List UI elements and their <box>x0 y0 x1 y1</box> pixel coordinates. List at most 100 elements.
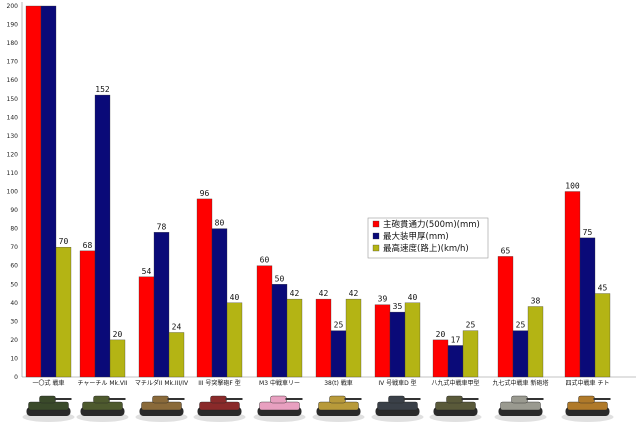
bar-value-label: 25 <box>516 321 526 330</box>
bar-series-1 <box>315 298 332 378</box>
bar-value-label: 42 <box>319 289 329 298</box>
tank-hull <box>500 401 541 411</box>
legend: 主砲貫通力(500m)(mm)最大装甲厚(mm)最高速度(路上)(km/h) <box>367 217 489 259</box>
bar-value-label: 25 <box>466 321 476 330</box>
bar-series-2 <box>271 284 288 378</box>
y-tick-label: 100 <box>7 189 19 196</box>
bar-series-3 <box>345 298 362 378</box>
bar-value-label: 152 <box>95 85 110 94</box>
tank-image <box>561 395 614 422</box>
tank-turret <box>152 395 169 404</box>
bar-series-1 <box>432 339 449 378</box>
bar-series-1 <box>138 276 155 378</box>
y-tick-label: 180 <box>7 40 19 47</box>
bar-series-1 <box>256 265 273 378</box>
bar-series-1 <box>374 304 391 378</box>
tank-image <box>76 395 129 422</box>
bar-value-label: 20 <box>113 330 123 339</box>
bar-series-3 <box>109 339 126 378</box>
bar-value-label: 40 <box>408 293 418 302</box>
legend-box <box>367 217 489 259</box>
category-label: III 号突撃砲F 型 <box>198 379 241 387</box>
tank-image <box>253 395 306 422</box>
category-label: IV 号戦車D 型 <box>378 379 416 387</box>
tank-image <box>22 395 75 422</box>
y-tick-label: 0 <box>14 374 18 381</box>
bar-series-3 <box>527 306 544 378</box>
bar-series-2 <box>94 94 111 378</box>
category-label: チャーチル Mk.VII <box>77 380 127 387</box>
bars <box>25 5 611 378</box>
bar-value-label: 80 <box>215 219 225 228</box>
category-label: 八九式中戦車甲型 <box>431 379 479 387</box>
y-tick-label: 200 <box>7 3 19 10</box>
bar-value-label: 75 <box>583 228 593 237</box>
legend-entry: 最高速度(路上)(km/h) <box>383 243 469 254</box>
tank-gun <box>344 398 362 400</box>
bar-series-2 <box>579 237 596 378</box>
category-label: 38(t) 戦車 <box>324 379 353 387</box>
bar-value-label: 68 <box>83 241 93 250</box>
bar-series-3 <box>462 330 479 378</box>
y-tick-label: 170 <box>7 59 19 66</box>
tank-turret <box>511 395 528 404</box>
bar-series-1 <box>25 5 42 378</box>
tank-gun <box>225 398 243 400</box>
tank-turret <box>446 395 463 404</box>
y-tick-label: 30 <box>10 318 18 325</box>
bar-value-label: 70 <box>59 237 69 246</box>
y-tick-label: 110 <box>7 170 19 177</box>
category-label: 四式中戦車 チト <box>566 379 610 387</box>
y-tick-label: 150 <box>7 96 19 103</box>
bar-series-1 <box>79 250 96 378</box>
tank-turret <box>388 395 405 404</box>
tank-hull <box>28 401 69 411</box>
y-tick-label: 120 <box>7 151 19 158</box>
bar-series-3 <box>55 246 72 378</box>
tank-gun <box>526 398 544 400</box>
bar-value-label: 60 <box>260 256 270 265</box>
tank-gun <box>108 398 126 400</box>
tank-image <box>494 395 547 422</box>
tank-turret <box>39 395 56 404</box>
legend-swatch <box>372 232 380 240</box>
bar-value-label: 96 <box>200 189 210 198</box>
category-label: マチルダII Mk.III/IV <box>135 379 189 387</box>
bar-series-3 <box>594 293 611 378</box>
y-tick-label: 80 <box>10 226 18 233</box>
y-tick-label: 40 <box>10 300 18 307</box>
bar-series-2 <box>211 228 228 378</box>
tank-hull <box>141 401 182 411</box>
tank-hull <box>318 401 359 411</box>
bar-value-label: 45 <box>598 284 608 293</box>
bar-series-2 <box>40 5 57 378</box>
value-labels: 70 68 152 20 54 78 24 96 80 40 60 50 42 42 25 42 39 35 40 2… <box>59 85 608 344</box>
tank-gun <box>593 398 611 400</box>
bar-series-2 <box>512 330 529 378</box>
tank-turret <box>329 395 346 404</box>
legend-entry: 主砲貫通力(500m)(mm) <box>383 219 480 230</box>
bar-value-label: 40 <box>230 293 240 302</box>
bar-series-2 <box>447 345 464 378</box>
y-tick-label: 130 <box>7 133 19 140</box>
bar-series-3 <box>168 332 185 378</box>
bar-series-3 <box>226 302 243 378</box>
bar-value-label: 50 <box>275 274 285 283</box>
tank-gun <box>54 398 72 400</box>
tank-turret <box>210 395 227 404</box>
bar-series-2 <box>153 232 170 378</box>
tank-hull <box>199 401 240 411</box>
tank-gun <box>461 398 479 400</box>
bar-value-label: 54 <box>142 267 152 276</box>
y-tick-label: 50 <box>10 281 18 288</box>
tank-turret <box>270 395 287 404</box>
category-label: M3 中戦車リー <box>259 379 300 387</box>
tank-gun <box>285 398 303 400</box>
bar-series-3 <box>404 302 421 378</box>
bar-series-1 <box>564 191 581 378</box>
y-tick-label: 20 <box>10 337 18 344</box>
tank-turret <box>93 395 110 404</box>
legend-entry: 最大装甲厚(mm) <box>383 231 449 242</box>
bar-series-2 <box>330 330 347 378</box>
